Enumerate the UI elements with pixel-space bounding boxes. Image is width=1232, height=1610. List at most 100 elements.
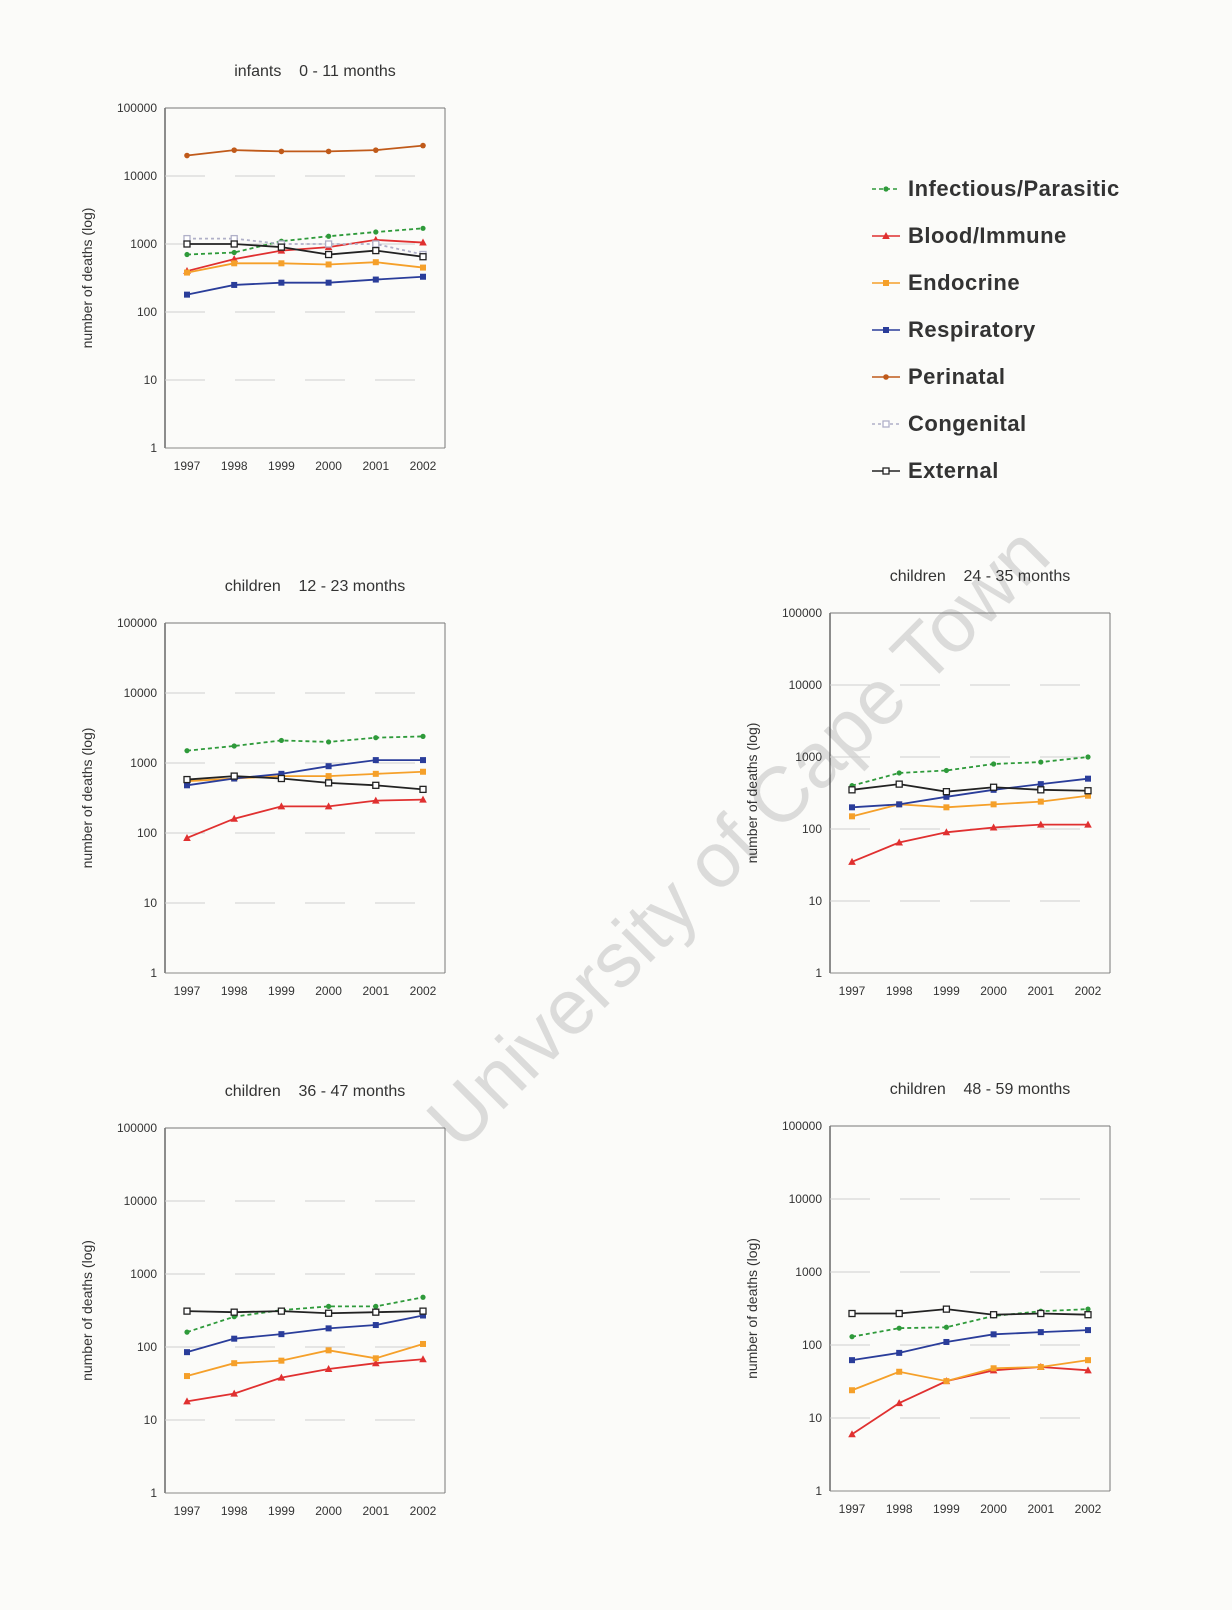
y-tick-label: 1000	[795, 1265, 822, 1279]
series-blood-immune	[848, 820, 1092, 865]
series-infectious-parasitic	[184, 733, 426, 754]
data-point-infectious-parasitic	[1085, 754, 1091, 760]
data-point-respiratory	[1037, 781, 1044, 788]
legend-swatch	[872, 185, 900, 192]
data-point-endocrine	[1085, 792, 1091, 799]
series-infectious-parasitic	[184, 1294, 426, 1335]
x-tick-label: 1997	[174, 984, 201, 998]
chart-title: children 48 - 59 months	[890, 1081, 1071, 1098]
data-point-respiratory	[943, 1338, 950, 1345]
x-tick-label: 2001	[362, 1504, 389, 1518]
legend-marker	[883, 326, 889, 333]
data-point-infectious-parasitic	[420, 225, 426, 231]
y-axis-label: number of deaths (log)	[744, 1238, 760, 1379]
data-point-blood-immune	[419, 795, 427, 803]
data-point-respiratory	[372, 1322, 379, 1329]
data-point-endocrine	[420, 768, 426, 775]
data-point-blood-immune	[942, 828, 951, 836]
data-point-respiratory	[184, 1349, 190, 1356]
data-point-external	[372, 246, 380, 255]
data-point-perinatal	[184, 152, 190, 159]
data-point-infectious-parasitic	[943, 1324, 949, 1330]
x-tick-label: 1999	[268, 1504, 295, 1518]
data-point-external	[848, 786, 856, 794]
series-respiratory	[849, 1327, 1091, 1364]
legend-item-perinatal: Perinatal	[870, 353, 1190, 400]
x-tick-label: 2002	[1075, 984, 1102, 998]
y-tick-label: 10000	[789, 1192, 823, 1206]
data-point-respiratory	[943, 793, 950, 800]
x-tick-label: 2000	[315, 1504, 342, 1518]
data-point-endocrine	[184, 1373, 190, 1380]
data-point-respiratory	[325, 1325, 332, 1332]
series-respiratory	[184, 1312, 426, 1356]
legend-marker	[883, 185, 889, 192]
y-tick-label: 1000	[130, 756, 157, 770]
data-point-infectious-parasitic	[231, 743, 237, 749]
y-tick-label: 100000	[782, 1119, 822, 1133]
data-point-endocrine	[990, 1365, 997, 1372]
data-point-respiratory	[325, 279, 332, 286]
y-tick-label: 100000	[117, 101, 157, 115]
data-point-blood-immune	[895, 838, 903, 846]
series-external	[848, 1305, 1092, 1319]
chart-title: children 24 - 35 months	[890, 568, 1071, 585]
series-line-endocrine	[186, 261, 424, 274]
x-tick-label: 1997	[174, 459, 201, 473]
data-point-respiratory	[231, 281, 238, 288]
series-endocrine	[184, 1340, 426, 1380]
series-line-respiratory	[186, 275, 424, 296]
data-point-blood-immune	[230, 1389, 238, 1397]
data-point-infectious-parasitic	[278, 737, 284, 744]
data-point-external	[183, 775, 191, 784]
data-point-infectious-parasitic	[420, 1294, 426, 1300]
x-tick-label: 2000	[315, 984, 342, 998]
y-tick-label: 100	[802, 822, 822, 836]
chart-title: children 12 - 23 months	[225, 578, 406, 595]
data-point-external	[989, 1311, 998, 1319]
data-point-external	[1084, 1311, 1092, 1319]
x-tick-label: 2002	[410, 984, 437, 998]
data-point-external	[848, 1309, 856, 1318]
y-tick-label: 100	[137, 826, 157, 840]
series-blood-immune	[183, 795, 427, 841]
series-line-external	[186, 1310, 424, 1315]
data-point-external	[372, 781, 380, 789]
data-point-respiratory	[420, 757, 426, 764]
data-point-respiratory	[420, 273, 426, 280]
data-point-endocrine	[372, 1355, 379, 1362]
legend-label: Congenital	[908, 410, 1027, 436]
series-external	[848, 780, 1092, 796]
series-infectious-parasitic	[184, 225, 426, 258]
data-point-perinatal	[373, 147, 379, 153]
data-point-external	[183, 240, 191, 248]
x-tick-label: 2002	[410, 459, 437, 473]
data-point-blood-immune	[1037, 820, 1045, 828]
legend-label: Blood/Immune	[908, 222, 1067, 248]
data-point-endocrine	[231, 1360, 238, 1367]
data-point-external	[324, 250, 333, 259]
y-tick-label: 1	[150, 966, 157, 980]
x-tick-label: 1998	[886, 984, 913, 998]
data-point-external	[230, 1308, 238, 1316]
data-point-endocrine	[1085, 1357, 1091, 1364]
y-tick-label: 100000	[782, 606, 822, 620]
data-point-respiratory	[990, 1331, 997, 1338]
legend-marker	[883, 373, 889, 380]
data-point-perinatal	[420, 142, 426, 149]
data-point-blood-immune	[324, 802, 333, 810]
data-point-external	[1037, 786, 1045, 794]
series-line-external	[852, 1308, 1089, 1316]
legend-item-respiratory: Respiratory	[870, 306, 1190, 353]
y-tick-label: 100	[802, 1338, 822, 1352]
data-point-infectious-parasitic	[373, 735, 379, 741]
data-point-external	[1037, 1309, 1045, 1318]
y-tick-label: 100000	[117, 1121, 157, 1135]
data-point-blood-immune	[324, 1364, 333, 1372]
data-point-infectious-parasitic	[184, 748, 190, 754]
x-tick-label: 2001	[362, 459, 389, 473]
x-tick-label: 1999	[268, 459, 295, 473]
data-point-infectious-parasitic	[991, 761, 997, 767]
y-tick-label: 100	[137, 1340, 157, 1354]
legend-swatch	[872, 231, 900, 239]
